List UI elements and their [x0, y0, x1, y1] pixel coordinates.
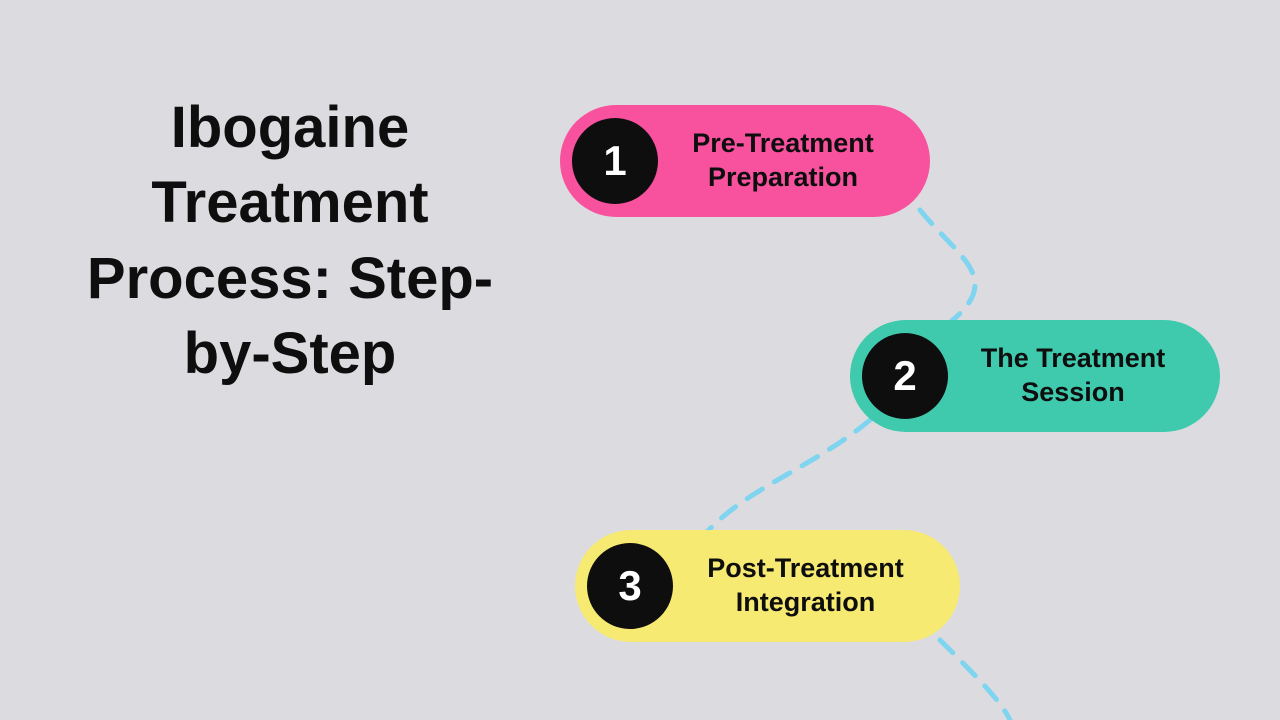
connector-path-3 [940, 640, 1010, 720]
step-label-3: Post-Treatment Integration [691, 552, 920, 620]
step-label-1: Pre-Treatment Preparation [676, 127, 890, 195]
connector-path-1 [920, 210, 975, 330]
step-number-2: 2 [862, 333, 948, 419]
step-2: 2 The Treatment Session [850, 320, 1220, 432]
page-title: Ibogaine Treatment Process: Step-by-Step [60, 90, 520, 392]
step-3: 3 Post-Treatment Integration [575, 530, 960, 642]
step-number-1: 1 [572, 118, 658, 204]
step-label-2: The Treatment Session [966, 342, 1180, 410]
step-1: 1 Pre-Treatment Preparation [560, 105, 930, 217]
connector-path-2 [700, 420, 870, 540]
step-number-3: 3 [587, 543, 673, 629]
